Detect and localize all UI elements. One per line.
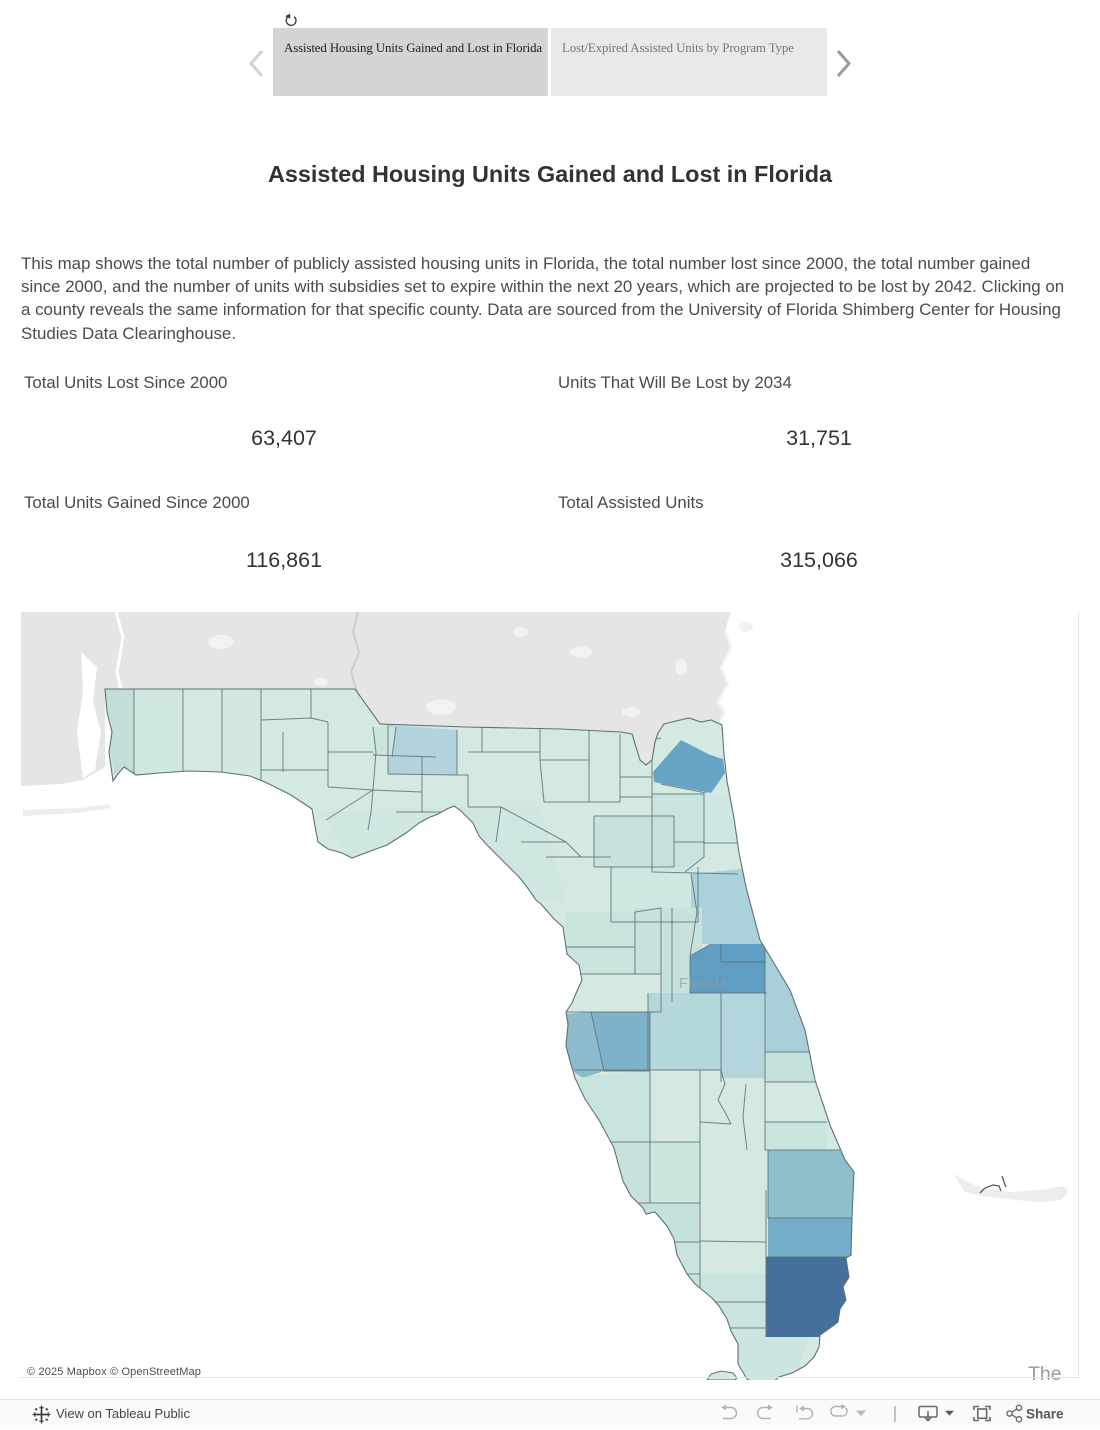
svg-text:Florida: Florida (679, 976, 728, 992)
svg-text:Share: Share (1026, 1407, 1064, 1422)
svg-text:© 2025 Mapbox © OpenStreetMap: © 2025 Mapbox © OpenStreetMap (27, 1366, 201, 1378)
svg-text:The: The (1028, 1363, 1062, 1380)
